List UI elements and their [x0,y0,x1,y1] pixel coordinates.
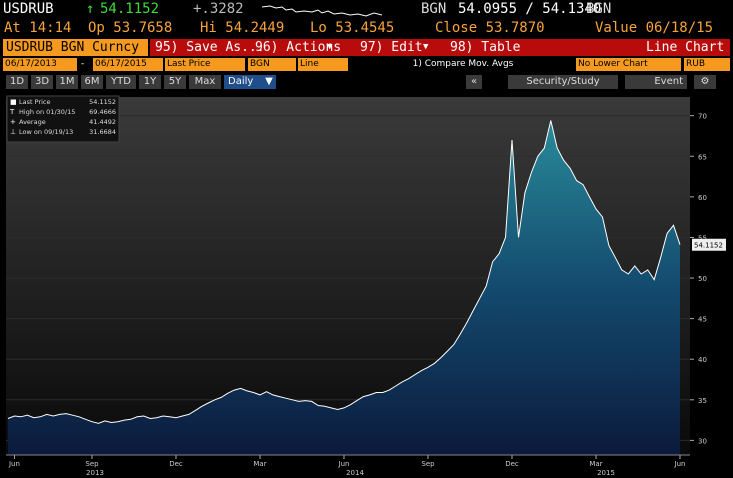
end-date[interactable]: 06/17/2015 [93,58,163,71]
stat: At 14:14 [4,20,72,36]
x-tick-label: Sep [421,460,435,468]
legend-label: High on 01/30/15 [19,108,75,116]
y-tick-label: 35 [698,397,707,405]
year-label: 2014 [346,469,364,477]
year-label: 2013 [86,469,104,477]
source[interactable]: BGN [248,58,296,71]
legend-symbol: + [10,118,16,126]
y-tick-label: 30 [698,437,707,445]
stat: Lo 53.4545 [310,20,395,36]
period-button[interactable]: Max [189,75,221,89]
y-tick-label: 55 [698,234,707,242]
y-tick-label: 65 [698,153,707,161]
legend-value: 69.4666 [89,108,116,116]
legend-symbol: ■ [10,98,17,106]
tool-button[interactable]: Event [625,75,687,89]
dropdown-arrow: ▼ [262,75,276,89]
stat: Value 06/18/15 [595,20,714,36]
y-tick-label: 60 [698,194,707,202]
last-price: 54.1152 [100,1,160,17]
settings-gear[interactable]: ⚙ [694,75,716,89]
x-tick-label: Jun [674,460,686,468]
frequency[interactable]: Daily [224,75,264,89]
x-tick-label: Dec [169,460,183,468]
source: BGN [421,1,447,17]
last-value-label: 54.1152 [694,242,723,250]
x-tick-label: Jun [338,460,350,468]
y-tick-label: 70 [698,113,707,121]
field[interactable]: Last Price [165,58,245,71]
legend-label: Average [19,118,46,126]
stat: Hi 54.2449 [200,20,285,36]
menu-bar [150,39,730,56]
lower-chart[interactable]: No Lower Chart [576,58,681,71]
period-button[interactable]: YTD [106,75,136,89]
x-tick-label: Dec [505,460,519,468]
legend-symbol: ⊥ [10,128,16,136]
currency[interactable]: RUB [684,58,730,71]
legend-label: Last Price [19,98,50,106]
legend-symbol: T [9,108,15,116]
x-tick-label: Jun [8,460,20,468]
area [8,120,680,455]
x-tick-label: Mar [589,460,602,468]
y-tick-label: 50 [698,275,707,283]
period-button[interactable]: 1M [56,75,78,89]
menu-item[interactable]: 96) Actions [255,40,342,55]
legend-value: 41.4492 [89,118,116,126]
start-date[interactable]: 06/17/2013 [3,58,77,71]
year-label: 2015 [597,469,615,477]
ticker: USDRUB [3,1,54,17]
security[interactable]: USDRUB BGN Curncy [6,40,140,55]
menu-item[interactable]: 98) Table [450,40,521,55]
stat: Op 53.7658 [88,20,173,36]
last-value-tag [692,238,726,251]
view-type[interactable]: Line Chart [646,40,725,55]
legend-value: 54.1152 [89,98,116,106]
dropdown-arrow: ▼ [327,42,333,52]
separator: - [79,58,91,71]
line [7,120,681,424]
compare[interactable]: 1) Compare Mov. Avgs [352,58,572,71]
stat: Close 53.7870 [435,20,545,36]
chart-style[interactable]: Line [298,58,348,71]
legend-label: Low on 09/19/13 [19,128,73,136]
security-box[interactable] [3,39,148,56]
chart: 30 35 40 45 50 55 60 65 70 54.1152 Jun Sep Dec Mar Jun… [6,95,726,477]
up-arrow: ↑ [86,1,95,17]
x-tick-label: Sep [85,460,99,468]
period-button[interactable]: 1D [6,75,28,89]
source: BGN [586,1,612,17]
menu-item[interactable]: 97) Edit [360,40,423,55]
tool-button[interactable]: Security/Study [508,75,618,89]
x-tick-label: Mar [253,460,266,468]
change: +.3282 [193,1,244,17]
period-button[interactable]: 3D [31,75,53,89]
y-tick-label: 45 [698,316,707,324]
sparkline [262,5,382,17]
menu-item[interactable]: 95) Save As... [155,40,265,55]
collapse[interactable]: « [466,75,482,89]
y-tick-label: 40 [698,356,707,364]
period-button[interactable]: 5Y [164,75,186,89]
period-button[interactable]: 1Y [139,75,161,89]
legend-box [6,95,120,143]
dropdown-arrow: ▼ [423,42,429,52]
bid-ask: 54.0955 / 54.1340 [458,1,602,17]
legend-value: 31.6684 [89,128,116,136]
period-button[interactable]: 6M [81,75,103,89]
